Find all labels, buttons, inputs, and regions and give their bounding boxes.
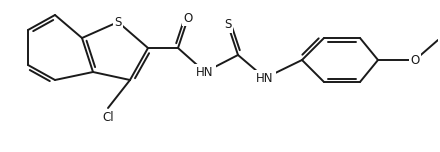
Text: O: O bbox=[183, 12, 193, 24]
Text: Cl: Cl bbox=[102, 111, 114, 124]
Text: S: S bbox=[114, 16, 122, 29]
Text: O: O bbox=[411, 54, 420, 67]
Text: S: S bbox=[224, 19, 232, 31]
Text: HN: HN bbox=[256, 71, 274, 85]
Text: HN: HN bbox=[196, 66, 214, 78]
